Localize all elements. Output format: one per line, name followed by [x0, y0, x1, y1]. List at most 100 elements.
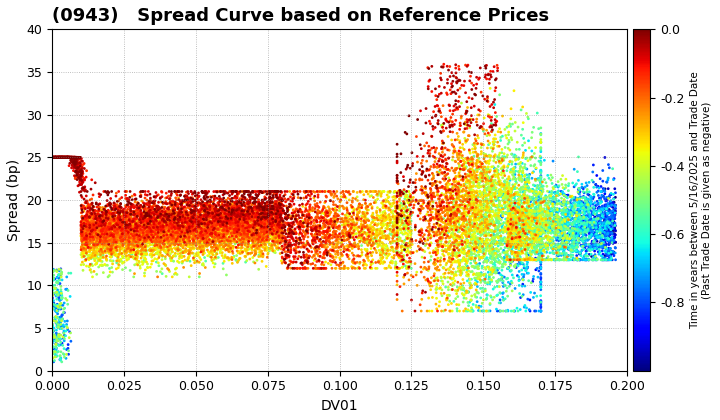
Point [318, 238, 329, 245]
Point [461, 198, 472, 205]
Point [559, 222, 571, 229]
Point [593, 226, 605, 233]
Point [272, 227, 284, 234]
Point [68, 154, 80, 161]
Point [187, 234, 199, 240]
Point [255, 231, 266, 238]
Point [261, 215, 273, 221]
Point [99, 214, 111, 220]
Point [470, 178, 482, 185]
Point [530, 251, 541, 257]
Point [609, 220, 621, 226]
Point [302, 252, 313, 259]
Point [172, 225, 184, 232]
Point [526, 241, 538, 248]
Point [266, 207, 277, 213]
Point [135, 206, 146, 213]
Point [193, 228, 204, 235]
Point [53, 154, 65, 161]
Point [139, 236, 150, 242]
Point [102, 238, 114, 244]
Point [230, 204, 242, 211]
Point [166, 215, 177, 221]
Point [154, 219, 166, 226]
Point [209, 230, 220, 236]
Point [195, 234, 207, 240]
Point [547, 218, 559, 225]
Point [274, 219, 286, 226]
Point [474, 255, 485, 262]
Point [336, 222, 348, 228]
Point [468, 194, 480, 200]
Point [480, 232, 491, 239]
Point [505, 193, 516, 199]
Point [235, 244, 247, 251]
Point [455, 204, 467, 211]
Point [228, 229, 239, 236]
Point [118, 229, 130, 236]
Point [361, 222, 373, 228]
Point [495, 236, 507, 243]
Point [323, 224, 335, 231]
Point [174, 238, 185, 244]
Point [443, 187, 454, 194]
Point [484, 186, 495, 193]
Point [176, 215, 187, 222]
Point [202, 231, 213, 238]
Point [256, 204, 268, 210]
Point [94, 221, 106, 228]
Point [61, 154, 73, 161]
Point [160, 244, 171, 250]
Point [593, 218, 605, 225]
Point [165, 255, 176, 262]
Point [83, 234, 94, 241]
Point [365, 188, 377, 195]
Point [235, 198, 247, 205]
Point [62, 154, 73, 161]
Point [49, 154, 60, 161]
Point [540, 245, 552, 252]
Point [78, 235, 90, 242]
Point [296, 215, 307, 221]
Point [60, 154, 72, 161]
Point [317, 265, 328, 272]
Point [50, 154, 62, 161]
Point [251, 257, 263, 264]
Point [364, 188, 375, 195]
Point [424, 241, 436, 248]
Point [225, 232, 236, 239]
Point [595, 227, 607, 234]
Point [392, 180, 404, 187]
Point [606, 197, 617, 204]
Point [463, 185, 474, 192]
Point [273, 218, 284, 225]
Point [145, 228, 156, 235]
Point [405, 212, 417, 218]
Point [98, 222, 109, 229]
Point [467, 223, 479, 230]
Point [524, 171, 536, 178]
Point [508, 227, 520, 234]
Point [242, 228, 253, 235]
Point [191, 218, 202, 224]
Point [447, 255, 459, 262]
Point [65, 154, 76, 161]
Point [47, 154, 58, 161]
Point [249, 212, 261, 219]
Point [462, 260, 473, 266]
Point [157, 211, 168, 218]
Point [62, 154, 73, 161]
Point [133, 228, 145, 235]
Point [116, 221, 127, 228]
Point [464, 255, 476, 261]
Point [186, 225, 198, 232]
Point [513, 213, 524, 220]
Point [602, 210, 613, 216]
Point [536, 210, 548, 216]
Point [250, 244, 261, 251]
Point [53, 154, 65, 161]
Point [507, 223, 518, 230]
Point [467, 308, 478, 315]
Point [415, 197, 427, 204]
Point [48, 154, 60, 161]
